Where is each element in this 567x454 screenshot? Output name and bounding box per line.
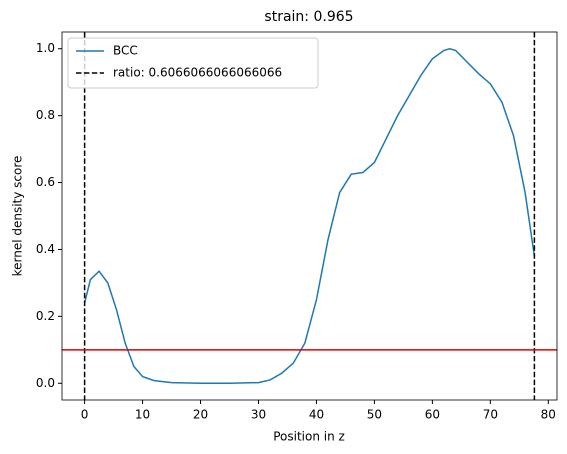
chart-title: strain: 0.965 — [264, 9, 353, 25]
x-tick-label: 0 — [81, 408, 89, 422]
y-tick-label: 0.8 — [36, 108, 55, 122]
x-tick-label: 10 — [135, 408, 150, 422]
y-axis-label: kernel density score — [11, 156, 25, 277]
x-tick-label: 40 — [309, 408, 324, 422]
x-tick-label: 60 — [425, 408, 440, 422]
x-axis-label: Position in z — [273, 430, 345, 444]
y-tick-label: 0.6 — [36, 175, 55, 189]
y-tick-label: 0.4 — [36, 242, 55, 256]
data-line — [83, 47, 536, 385]
x-tick-label: 80 — [541, 408, 556, 422]
plot-frame — [61, 31, 558, 401]
legend-box — [67, 37, 319, 89]
y-tick-label: 1.0 — [36, 41, 55, 55]
y-tick-label: 0.2 — [36, 309, 55, 323]
y-tick-label: 0.0 — [36, 376, 55, 390]
x-tick-label: 30 — [251, 408, 266, 422]
x-tick-label: 70 — [483, 408, 498, 422]
legend-label: BCC — [113, 44, 138, 58]
legend-label: ratio: 0.6066066066066066 — [113, 66, 282, 80]
x-tick-label: 50 — [367, 408, 382, 422]
x-tick-label: 20 — [193, 408, 208, 422]
